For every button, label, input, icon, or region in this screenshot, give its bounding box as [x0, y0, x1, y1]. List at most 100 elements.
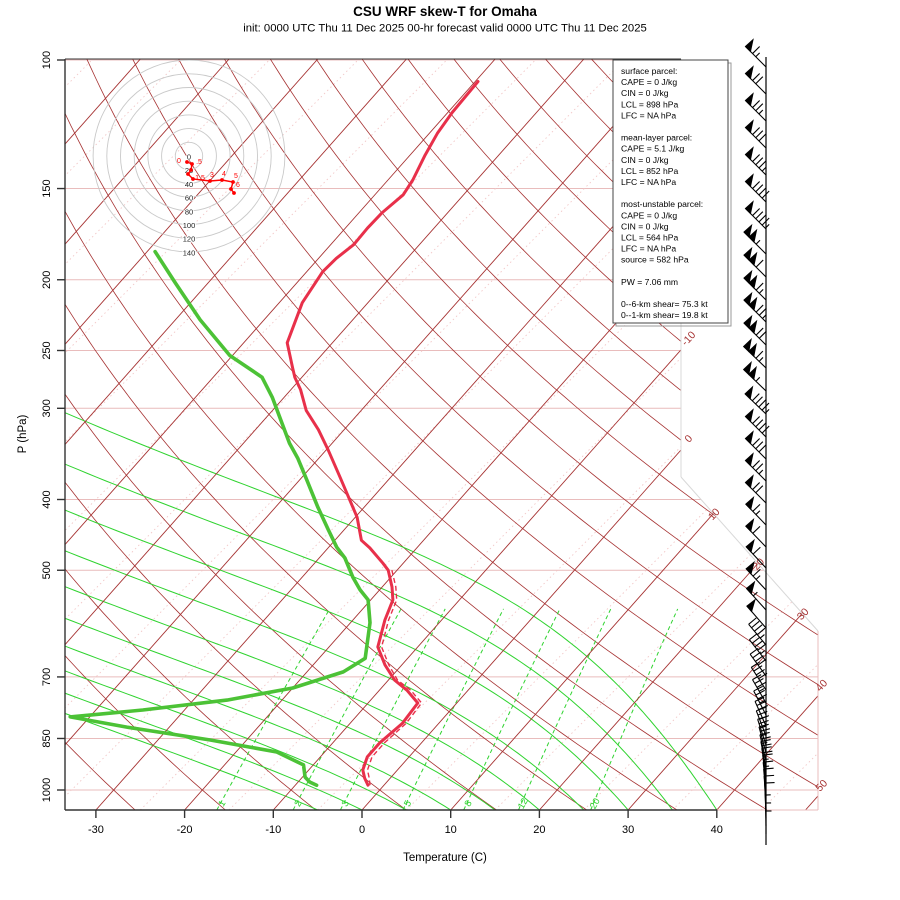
hodograph-point — [229, 187, 233, 191]
x-tick-label: -20 — [177, 824, 193, 836]
hodograph-ring-label: 60 — [185, 194, 193, 203]
dry-adiabat-line — [265, 59, 818, 810]
info-box-line: CIN = 0 J/kg — [621, 88, 669, 98]
y-tick-label: 500 — [41, 561, 53, 579]
dotted-guide-line — [228, 59, 818, 810]
wind-barb — [744, 200, 770, 230]
moist-adiabat-line — [65, 59, 718, 810]
isotherm-label: 50 — [813, 777, 830, 794]
hodograph-ring — [161, 128, 217, 184]
y-tick-label: 300 — [41, 399, 53, 417]
y-tick-label: 850 — [41, 729, 53, 747]
hodograph-height-label: .5 — [196, 159, 202, 166]
x-tick-label: 30 — [622, 824, 634, 836]
hodograph-height-label: 0 — [177, 158, 181, 165]
info-box-line: source = 582 hPa — [621, 255, 689, 265]
info-box-line: CAPE = 0 J/kg — [621, 77, 677, 87]
hodograph-point — [231, 180, 235, 184]
dotted-guide-line — [65, 59, 449, 810]
moist-adiabat-line — [65, 59, 496, 810]
dry-adiabat-line — [447, 59, 818, 810]
info-box-line: LCL = 564 hPa — [621, 233, 678, 243]
y-tick-label: 700 — [41, 668, 53, 686]
wind-barb — [745, 560, 767, 591]
info-box-line: LCL = 852 hPa — [621, 166, 678, 176]
moist-adiabat-line — [65, 59, 363, 810]
hodograph-height-label: 6 — [236, 182, 240, 189]
dotted-guide-line — [65, 59, 537, 810]
dotted-guide-line — [65, 59, 715, 810]
dotted-guide-line — [139, 59, 818, 810]
sounding-curves — [68, 80, 480, 788]
dry-adiabat-line — [65, 59, 497, 810]
hodograph-ring-label: 0 — [187, 153, 191, 162]
isotherm-label: 40 — [813, 677, 830, 694]
mixing-ratio-label: 2 — [292, 799, 304, 809]
wind-barb — [743, 246, 767, 278]
info-box-line: 0--6-km shear= 75.3 kt — [621, 299, 708, 309]
x-tick-label: 0 — [359, 824, 365, 836]
info-box-line: surface parcel: — [621, 66, 677, 76]
isotherm-line — [65, 59, 407, 810]
hodograph-height-label: 3 — [210, 172, 214, 179]
mixing-ratio-label: 5 — [402, 799, 414, 809]
x-axis-title: Temperature (C) — [403, 852, 487, 864]
wind-barb — [743, 223, 767, 255]
dry-adiabat-line — [65, 59, 678, 810]
dry-adiabat-line — [65, 59, 317, 810]
isotherm-line — [539, 59, 818, 810]
wind-barb — [746, 598, 767, 629]
wind-barb — [745, 496, 767, 526]
mixing-ratio-line — [216, 608, 331, 810]
isotherm-line — [805, 59, 818, 810]
wind-barb — [752, 674, 767, 704]
wind-barb — [748, 633, 767, 662]
info-box-line: most-unstable parcel: — [621, 199, 703, 209]
moist-adiabat-line — [65, 59, 673, 810]
y-tick-label: 400 — [41, 490, 53, 508]
info-box-line: mean-layer parcel: — [621, 133, 692, 143]
wind-barb — [749, 647, 767, 677]
wind-barb — [744, 474, 767, 504]
moist-adiabat-line — [65, 59, 585, 810]
isotherm-line — [627, 59, 818, 810]
hodograph-point — [191, 177, 195, 181]
wind-barb — [744, 146, 767, 176]
isotherm-line — [65, 59, 585, 810]
info-box-line: PW = 7.06 mm — [621, 277, 678, 287]
isotherm-line — [65, 59, 230, 810]
info-box-line: CAPE = 5.1 J/kg — [621, 144, 685, 154]
wind-barb — [745, 518, 767, 548]
wind-barb — [744, 38, 767, 68]
info-box-line: LFC = NA hPa — [621, 110, 676, 120]
mixing-ratio-label: 20 — [588, 796, 603, 811]
temperature-curve — [285, 80, 480, 787]
dry-adiabat-line — [766, 59, 818, 810]
dewpoint-curve — [68, 249, 372, 788]
dry-adiabat-line — [492, 59, 818, 810]
dry-adiabat-line — [82, 59, 818, 810]
x-tick-label: 10 — [445, 824, 457, 836]
wind-barb — [745, 580, 767, 611]
wind-barb — [744, 430, 767, 460]
mixing-ratio-label: 3 — [340, 799, 352, 809]
info-box-line: LCL = 898 hPa — [621, 99, 678, 109]
wind-barb — [744, 452, 767, 482]
hodograph-ring — [106, 73, 272, 239]
dotted-guide-line — [65, 59, 94, 810]
info-box — [612, 59, 729, 324]
info-box-line: LFC = NA hPa — [621, 177, 676, 187]
hodograph-ring — [174, 141, 204, 171]
dry-adiabat-line — [720, 59, 818, 810]
parcel-trace-curve — [366, 570, 423, 786]
wind-barb — [745, 538, 767, 569]
info-box-line: CIN = 0 J/kg — [621, 155, 669, 165]
mixing-ratio-line — [402, 608, 504, 810]
y-tick-label: 1000 — [41, 778, 53, 802]
hodograph-ring — [92, 59, 286, 253]
hodograph-trace — [186, 161, 235, 194]
hodograph-ring — [120, 87, 258, 225]
wind-barb — [765, 807, 772, 834]
